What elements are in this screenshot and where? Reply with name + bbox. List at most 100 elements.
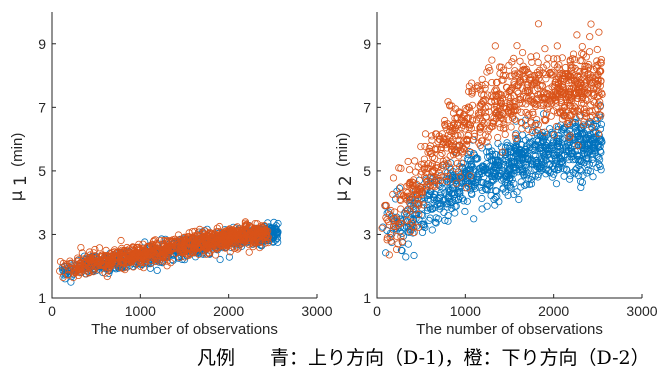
data-point-series-2 — [527, 53, 535, 61]
data-point-series-2 — [531, 102, 540, 111]
data-point-series-2 — [418, 188, 427, 196]
data-point-series-2 — [578, 42, 586, 51]
data-point-series-2 — [579, 121, 587, 129]
data-point-series-2 — [594, 77, 602, 85]
data-point-series-1 — [574, 132, 582, 140]
y-axis-label-symbol: μ — [332, 190, 352, 201]
data-point-series-2 — [431, 183, 439, 191]
data-point-series-2 — [463, 106, 471, 114]
data-point-series-1 — [504, 170, 512, 178]
data-point-series-2 — [521, 87, 530, 95]
data-point-series-1 — [483, 186, 491, 194]
data-point-series-2 — [420, 155, 428, 163]
data-point-series-1 — [428, 226, 436, 234]
data-point-series-2 — [515, 77, 524, 85]
x-tick-label: 3000 — [301, 303, 332, 319]
data-point-series-2 — [573, 31, 581, 39]
data-point-series-2 — [534, 20, 543, 28]
data-point-series-1 — [562, 165, 570, 173]
data-point-series-2 — [481, 108, 489, 116]
data-point-series-2 — [564, 77, 573, 85]
data-point-series-2 — [525, 87, 534, 95]
data-point-series-2 — [460, 112, 468, 120]
data-point-series-1 — [436, 202, 444, 210]
data-point-series-1 — [586, 146, 595, 155]
data-point-series-1 — [521, 136, 530, 144]
data-point-series-2 — [492, 91, 500, 99]
data-point-series-1 — [537, 166, 546, 175]
data-point-series-2 — [546, 69, 554, 77]
data-point-series-2 — [232, 243, 241, 251]
data-point-series-2 — [597, 55, 606, 64]
data-point-series-2 — [382, 214, 390, 222]
data-point-series-1 — [519, 167, 527, 175]
data-point-series-2 — [516, 78, 524, 87]
data-point-series-1 — [67, 278, 75, 286]
data-point-series-2 — [437, 144, 445, 152]
data-point-series-1 — [469, 167, 478, 175]
data-point-series-2 — [438, 161, 446, 169]
x-axis-label: The number of observations — [416, 321, 603, 338]
data-point-series-2 — [510, 92, 518, 100]
data-point-series-2 — [118, 253, 126, 262]
data-point-series-1 — [559, 125, 567, 133]
data-point-series-2 — [578, 95, 586, 104]
data-point-series-2 — [452, 179, 460, 187]
data-point-series-2 — [129, 243, 137, 251]
data-point-series-2 — [530, 98, 538, 106]
data-point-series-1 — [576, 157, 584, 165]
data-point-series-2 — [410, 228, 418, 236]
data-point-series-2 — [387, 206, 395, 215]
data-point-series-2 — [158, 252, 167, 260]
data-point-series-1 — [382, 249, 390, 257]
data-point-series-2 — [509, 54, 518, 63]
data-point-series-2 — [484, 133, 492, 141]
data-point-series-2 — [586, 114, 594, 122]
data-point-series-2 — [594, 130, 603, 138]
data-point-series-2 — [428, 136, 436, 144]
data-point-series-2 — [126, 255, 134, 263]
y-axis-label-unit: (min) — [9, 133, 26, 167]
data-point-series-2 — [389, 174, 398, 182]
data-point-series-2 — [172, 249, 180, 257]
data-point-series-2 — [496, 124, 504, 132]
data-point-series-1 — [466, 157, 475, 165]
data-point-series-2 — [511, 131, 520, 139]
data-point-series-2 — [120, 258, 128, 266]
data-point-series-2 — [424, 148, 432, 156]
data-point-series-2 — [169, 236, 177, 244]
data-point-series-2 — [494, 133, 502, 142]
data-point-series-1 — [545, 161, 553, 169]
data-point-series-2 — [483, 68, 491, 76]
data-point-series-2 — [440, 134, 448, 142]
data-point-series-2 — [476, 123, 485, 131]
data-point-series-1 — [434, 215, 442, 223]
data-point-series-1 — [474, 155, 482, 163]
data-point-series-1 — [592, 122, 600, 131]
data-point-series-2 — [463, 137, 471, 145]
data-point-series-1 — [491, 187, 500, 195]
y-axis-label-unit: (min) — [334, 133, 351, 167]
data-point-series-2 — [69, 264, 78, 272]
data-point-series-2 — [191, 227, 199, 235]
data-point-series-2 — [505, 88, 513, 96]
data-point-series-2 — [446, 141, 454, 149]
data-point-series-2 — [597, 58, 605, 66]
data-point-series-2 — [404, 205, 412, 213]
data-point-series-2 — [488, 56, 496, 64]
data-point-series-2 — [576, 112, 585, 120]
data-point-series-2 — [180, 248, 188, 256]
data-point-series-2 — [581, 95, 590, 104]
data-point-series-2 — [386, 233, 394, 242]
data-point-series-2 — [579, 50, 588, 59]
data-point-series-2 — [64, 271, 72, 279]
data-point-series-2 — [88, 254, 96, 262]
data-point-series-1 — [521, 145, 530, 154]
data-point-series-2 — [514, 82, 522, 90]
data-point-series-2 — [456, 173, 464, 181]
data-point-series-2 — [56, 267, 64, 275]
data-point-series-1 — [402, 253, 410, 261]
data-point-series-2 — [503, 84, 511, 92]
data-point-series-2 — [489, 119, 497, 128]
data-point-series-2 — [150, 249, 158, 257]
